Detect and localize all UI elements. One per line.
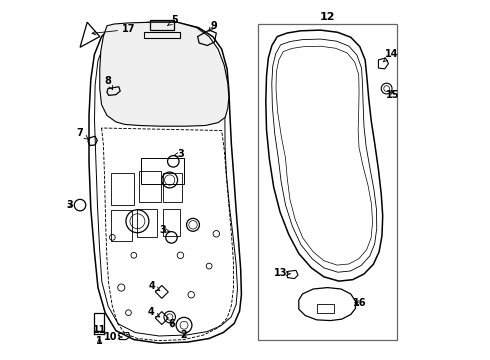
Text: 6: 6 [168,319,175,329]
Text: 7: 7 [76,129,88,139]
Bar [163,209,180,235]
Text: 8: 8 [104,76,113,90]
Bar [258,24,397,339]
Text: 4: 4 [148,281,160,291]
Text: 12: 12 [320,12,335,22]
Text: 16: 16 [353,298,367,308]
Text: 3: 3 [159,225,170,235]
Text: 2: 2 [181,330,187,340]
Text: 13: 13 [274,268,291,278]
Text: 5: 5 [168,15,178,26]
Bar [150,20,174,30]
Bar [317,304,334,313]
Bar [144,32,180,39]
Text: 4: 4 [147,307,160,317]
Text: 3: 3 [174,149,184,159]
Text: 9: 9 [209,21,217,31]
Bar [111,211,132,241]
Bar [95,314,104,330]
Text: 14: 14 [384,49,398,62]
Text: 11: 11 [93,325,106,335]
Bar [137,209,157,237]
Polygon shape [100,22,229,126]
Bar [111,173,134,205]
Bar [141,158,184,184]
Bar [139,171,161,202]
Text: 15: 15 [386,90,399,100]
Text: 17: 17 [92,24,135,35]
Bar [163,173,182,202]
Text: 3: 3 [66,200,73,210]
Text: 1: 1 [96,336,103,346]
Text: 10: 10 [104,332,122,342]
